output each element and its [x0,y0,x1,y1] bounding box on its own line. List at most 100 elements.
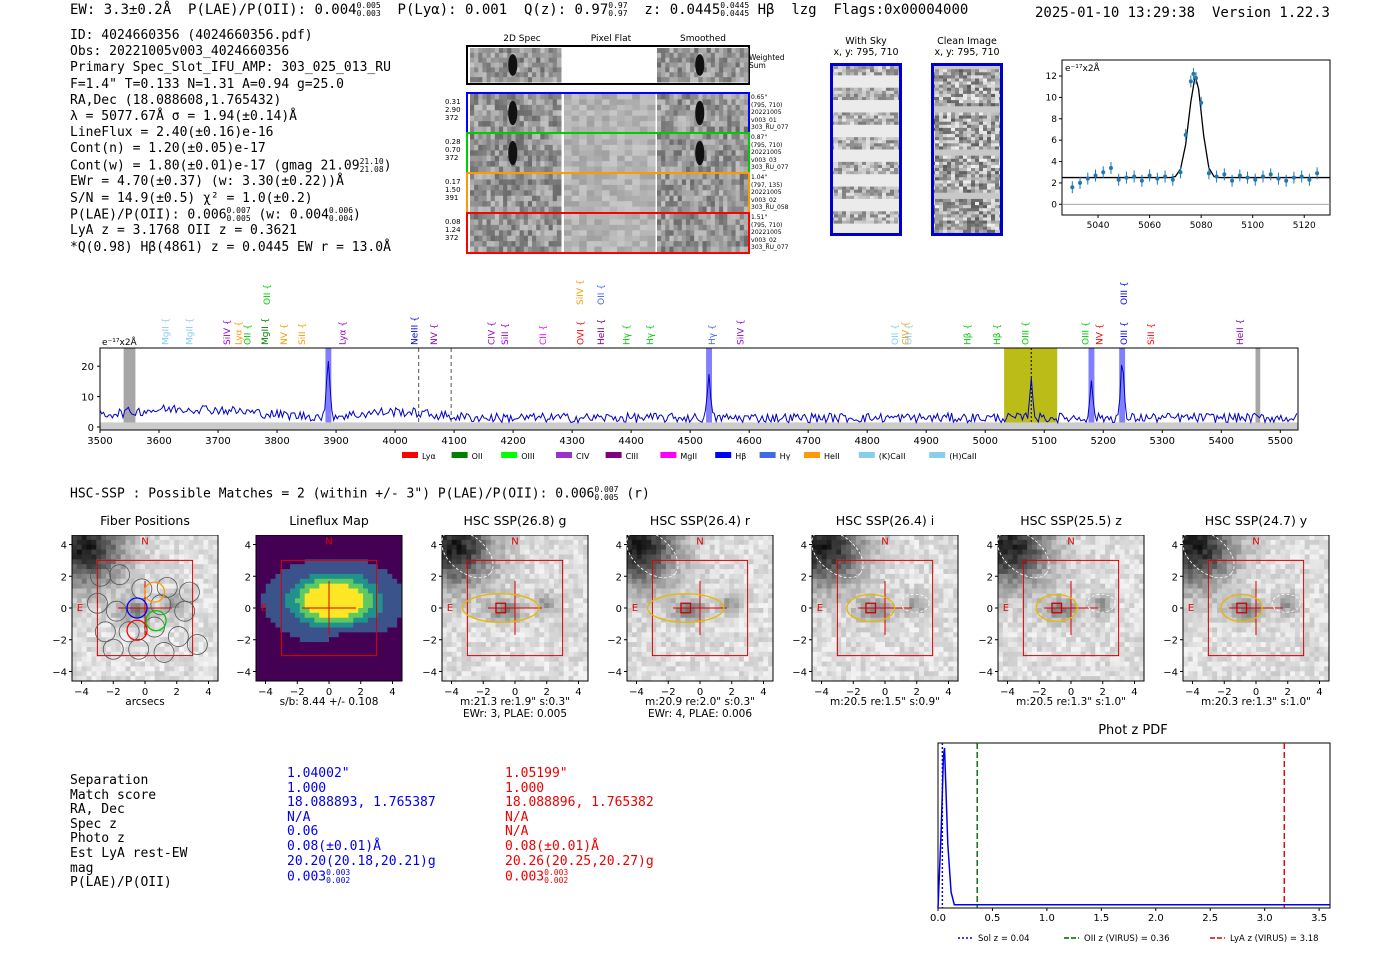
pixel [665,179,670,186]
emission-line-label: OII { [244,324,254,345]
pixel [169,646,175,653]
pixel [963,177,968,181]
pixel [532,235,537,242]
pixel [519,126,525,133]
pixel [694,52,699,59]
pixel [91,549,97,555]
weighted-sum-box [466,45,750,85]
pixel [646,52,652,59]
pixel [886,96,891,101]
pixel [838,115,843,119]
pixel [96,588,102,594]
pixel [536,57,541,64]
pixel [878,106,883,110]
pixel [939,100,944,104]
pixel [878,202,883,206]
pixel [935,121,940,126]
pixel [601,166,610,173]
pixel [939,81,944,85]
pixel [878,90,883,95]
pixel [890,186,895,190]
pixel [850,192,855,197]
pixel [81,544,87,550]
pixel [661,57,666,64]
pixel [935,158,940,163]
pixel [939,198,944,203]
pixel [478,206,483,213]
pixel [890,164,895,169]
pixel [842,143,847,147]
emission-line-label: Hγ { [622,324,632,345]
pixel [673,99,679,106]
pixel [963,158,968,163]
pixel [858,143,863,147]
pixel [842,103,847,107]
pixel [739,67,745,73]
pixel [854,180,859,184]
pixel [665,52,670,59]
pixel [81,651,87,658]
pixel [677,126,683,133]
pixel [834,161,839,166]
pixel [149,544,156,550]
pixel [894,69,899,73]
pixel [617,48,623,54]
pixel [858,211,863,215]
xtick-label: 5400 [1209,436,1234,447]
pixel [846,202,851,206]
pixel [719,94,724,100]
pixel [874,103,879,107]
pixel [939,84,944,89]
pixel [870,121,875,126]
pixel [706,184,712,191]
pixel [601,235,610,242]
pixel [886,66,891,70]
pixel [556,121,562,128]
pixel [862,198,867,203]
pixel [681,72,687,78]
pixel [532,62,537,68]
pixel [947,171,952,175]
pixel [579,230,588,237]
pixel [609,184,618,191]
pixel [154,598,160,604]
pixel [511,179,516,186]
pixel [507,72,512,78]
pixel [854,81,859,85]
pixel [96,539,102,546]
pixel [498,184,504,191]
pixel [979,109,984,113]
pixel [646,62,652,68]
pixel [101,544,107,550]
pixel [474,230,479,237]
ytick-label: 20 [81,362,94,373]
pixel [719,77,724,83]
pixel [639,214,648,220]
pixel [135,573,141,580]
pixel [834,106,839,110]
pixel [478,77,483,83]
pixel [947,143,952,147]
pixel [586,219,595,226]
pixel [120,617,126,623]
pixel [959,121,964,126]
pixel [681,161,687,168]
pixel [731,155,737,162]
pixel [935,149,940,153]
pixel [850,220,855,224]
pixel [586,235,595,242]
pixel [532,77,537,83]
pixel [125,564,131,570]
pixel [76,559,83,565]
pixel [979,229,984,234]
pixel [81,598,87,604]
pixel [594,110,603,117]
pixel [169,666,175,672]
pixel [995,177,1000,181]
pixel [947,100,952,104]
pixel [72,578,78,585]
pixel [164,544,170,550]
pixel [110,646,117,653]
pixel [886,100,891,104]
pixel [971,87,976,92]
